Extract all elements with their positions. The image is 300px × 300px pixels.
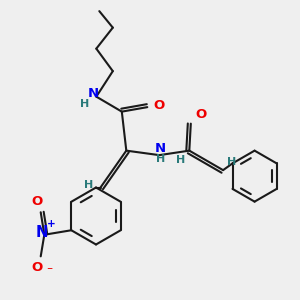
- Text: O: O: [32, 261, 43, 274]
- Text: H: H: [80, 99, 89, 109]
- Text: ⁻: ⁻: [46, 265, 52, 278]
- Text: H: H: [227, 157, 237, 167]
- Text: H: H: [176, 154, 185, 165]
- Text: O: O: [32, 195, 43, 208]
- Text: +: +: [46, 219, 55, 229]
- Text: O: O: [153, 99, 164, 112]
- Text: H: H: [85, 179, 94, 190]
- Text: N: N: [155, 142, 166, 155]
- Text: H: H: [156, 154, 165, 164]
- Text: N: N: [88, 87, 99, 100]
- Text: O: O: [196, 108, 207, 121]
- Text: N: N: [36, 225, 48, 240]
